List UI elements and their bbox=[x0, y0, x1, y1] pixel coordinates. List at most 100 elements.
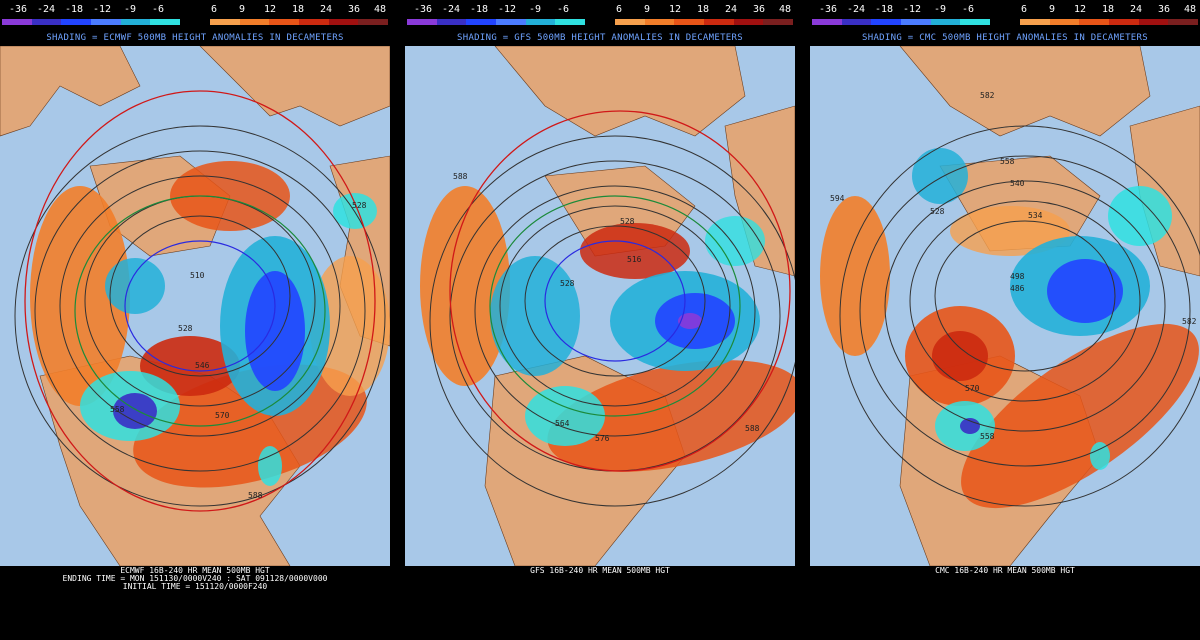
colorbar-label: 12 bbox=[263, 4, 277, 15]
colorbar-swatch bbox=[703, 19, 734, 25]
negative-anomaly bbox=[912, 148, 968, 204]
gfs-map-svg: 588 528 516 564 576 588 528 bbox=[405, 46, 795, 566]
colorbar-label: 36 bbox=[1157, 4, 1171, 15]
eurasia-land bbox=[899, 46, 1151, 137]
cmc-map-svg: 582 594 558 540 534 528 498 486 570 558 … bbox=[810, 46, 1200, 566]
eurasia-land bbox=[199, 46, 390, 127]
gfs-panel: -36 -24 -18 -12 -9 -6 6 9 12 18 24 36 48… bbox=[405, 0, 795, 640]
colorbar-swatch bbox=[496, 19, 526, 25]
colorbar-label: -12 bbox=[497, 4, 517, 15]
colorbar-label: 48 bbox=[1183, 4, 1197, 15]
colorbar-label: -36 bbox=[8, 4, 28, 15]
negative-anomaly bbox=[105, 258, 165, 314]
colorbar-swatch bbox=[841, 19, 872, 25]
colorbar-label: -36 bbox=[413, 4, 433, 15]
colorbar-swatch bbox=[644, 19, 675, 25]
green-contour bbox=[489, 195, 741, 417]
contour-label: 582 bbox=[980, 91, 995, 100]
colorbar-label: -9 bbox=[933, 4, 947, 15]
colorbar-swatch bbox=[1168, 19, 1198, 25]
colorbar-swatch bbox=[733, 19, 764, 25]
contour-label: 540 bbox=[1010, 179, 1025, 188]
contour-label: 558 bbox=[1000, 157, 1015, 166]
colorbar-label: 36 bbox=[752, 4, 766, 15]
colorbar-swatch bbox=[990, 19, 1020, 25]
eurasia-land bbox=[494, 46, 746, 137]
colorbar-swatch bbox=[180, 19, 210, 25]
colorbar-label: -24 bbox=[441, 4, 461, 15]
negative-anomaly bbox=[490, 256, 580, 376]
contour-label: 516 bbox=[627, 255, 642, 264]
contour-label: 564 bbox=[555, 419, 570, 428]
shading-title: SHADING = GFS 500MB HEIGHT ANOMALIES IN … bbox=[457, 33, 743, 43]
colorbar-swatch bbox=[358, 19, 388, 25]
contour-label: 528 bbox=[620, 217, 635, 226]
colorbar-swatch bbox=[763, 19, 793, 25]
contour-label: 588 bbox=[453, 172, 468, 181]
colorbar-swatch bbox=[871, 19, 902, 25]
colorbar-label: 6 bbox=[1020, 4, 1028, 15]
gfs-map: 588 528 516 564 576 588 528 bbox=[405, 46, 795, 566]
contour-label: 528 bbox=[352, 201, 367, 210]
ecmwf-panel: -36 -24 -18 -12 -9 -6 6 9 12 18 24 36 48… bbox=[0, 0, 390, 640]
colorbar-swatches bbox=[407, 19, 793, 25]
contour-label: 528 bbox=[930, 207, 945, 216]
colorbar-swatch bbox=[436, 19, 467, 25]
colorbar-label: -6 bbox=[961, 4, 975, 15]
colorbar-swatches bbox=[812, 19, 1198, 25]
colorbar-swatches bbox=[2, 19, 388, 25]
colorbar-label: 48 bbox=[373, 4, 387, 15]
red-contour bbox=[24, 90, 376, 512]
ending-time: ENDING TIME = MON 151130/0000V240 : SAT … bbox=[62, 574, 328, 583]
colorbar-labels: -36 -24 -18 -12 -9 -6 6 9 12 18 24 36 48 bbox=[2, 4, 388, 16]
colorbar-swatch bbox=[614, 19, 645, 25]
contour-label: 534 bbox=[1028, 211, 1043, 220]
positive-anomaly bbox=[580, 223, 690, 279]
contour-label: 528 bbox=[178, 324, 193, 333]
contour-label: 588 bbox=[248, 491, 263, 500]
map-caption: ECMWF 16B-240 HR MEAN 500MB HGT bbox=[120, 566, 270, 575]
blue-contour bbox=[124, 240, 276, 372]
contour-label: 558 bbox=[110, 405, 125, 414]
colorbar-labels: -36 -24 -18 -12 -9 -6 6 9 12 18 24 36 48 bbox=[407, 4, 793, 16]
colorbar-swatch bbox=[2, 19, 32, 25]
colorbar-label: -36 bbox=[818, 4, 838, 15]
contour-label: 570 bbox=[215, 411, 230, 420]
cmc-map: 582 594 558 540 534 528 498 486 570 558 … bbox=[810, 46, 1200, 566]
colorbar-labels: -36 -24 -18 -12 -9 -6 6 9 12 18 24 36 48 bbox=[812, 4, 1198, 16]
colorbar-swatch bbox=[209, 19, 240, 25]
cmc-panel: -36 -24 -18 -12 -9 -6 6 9 12 18 24 36 48… bbox=[810, 0, 1200, 640]
positive-anomaly bbox=[932, 331, 988, 381]
shading-title: SHADING = ECMWF 500MB HEIGHT ANOMALIES I… bbox=[46, 33, 344, 43]
colorbar-label: -6 bbox=[556, 4, 570, 15]
colorbar-label: 12 bbox=[1073, 4, 1087, 15]
colorbar-swatch bbox=[674, 19, 704, 25]
colorbar-swatch bbox=[555, 19, 586, 25]
colorbar-label: -24 bbox=[36, 4, 56, 15]
negative-anomaly bbox=[1108, 186, 1172, 246]
contour-label: 570 bbox=[965, 384, 980, 393]
colorbar-swatch bbox=[407, 19, 437, 25]
colorbar-swatch bbox=[1019, 19, 1050, 25]
colorbar-swatch bbox=[1079, 19, 1109, 25]
colorbar-label: 9 bbox=[1048, 4, 1056, 15]
contour-label: 576 bbox=[595, 434, 610, 443]
colorbar-swatch bbox=[930, 19, 961, 25]
positive-anomaly bbox=[950, 206, 1070, 256]
positive-anomaly bbox=[170, 161, 290, 231]
colorbar-label: 6 bbox=[615, 4, 623, 15]
green-contour bbox=[74, 195, 326, 427]
colorbar-label: -12 bbox=[92, 4, 112, 15]
initial-time: INITIAL TIME = 151120/0000F240 bbox=[122, 582, 268, 591]
colorbar-swatch bbox=[812, 19, 842, 25]
colorbar-label: 36 bbox=[347, 4, 361, 15]
map-caption: GFS 16B-240 HR MEAN 500MB HGT bbox=[530, 566, 670, 575]
colorbar-label: 18 bbox=[696, 4, 710, 15]
ecmwf-map-svg: 510 528 546 558 570 588 528 bbox=[0, 46, 390, 566]
negative-anomaly bbox=[960, 418, 980, 434]
colorbar-swatch bbox=[525, 19, 556, 25]
negative-anomaly bbox=[1090, 442, 1110, 470]
colorbar-label: -6 bbox=[151, 4, 165, 15]
ecmwf-map: 510 528 546 558 570 588 528 bbox=[0, 46, 390, 566]
colorbar-label: 24 bbox=[1129, 4, 1143, 15]
